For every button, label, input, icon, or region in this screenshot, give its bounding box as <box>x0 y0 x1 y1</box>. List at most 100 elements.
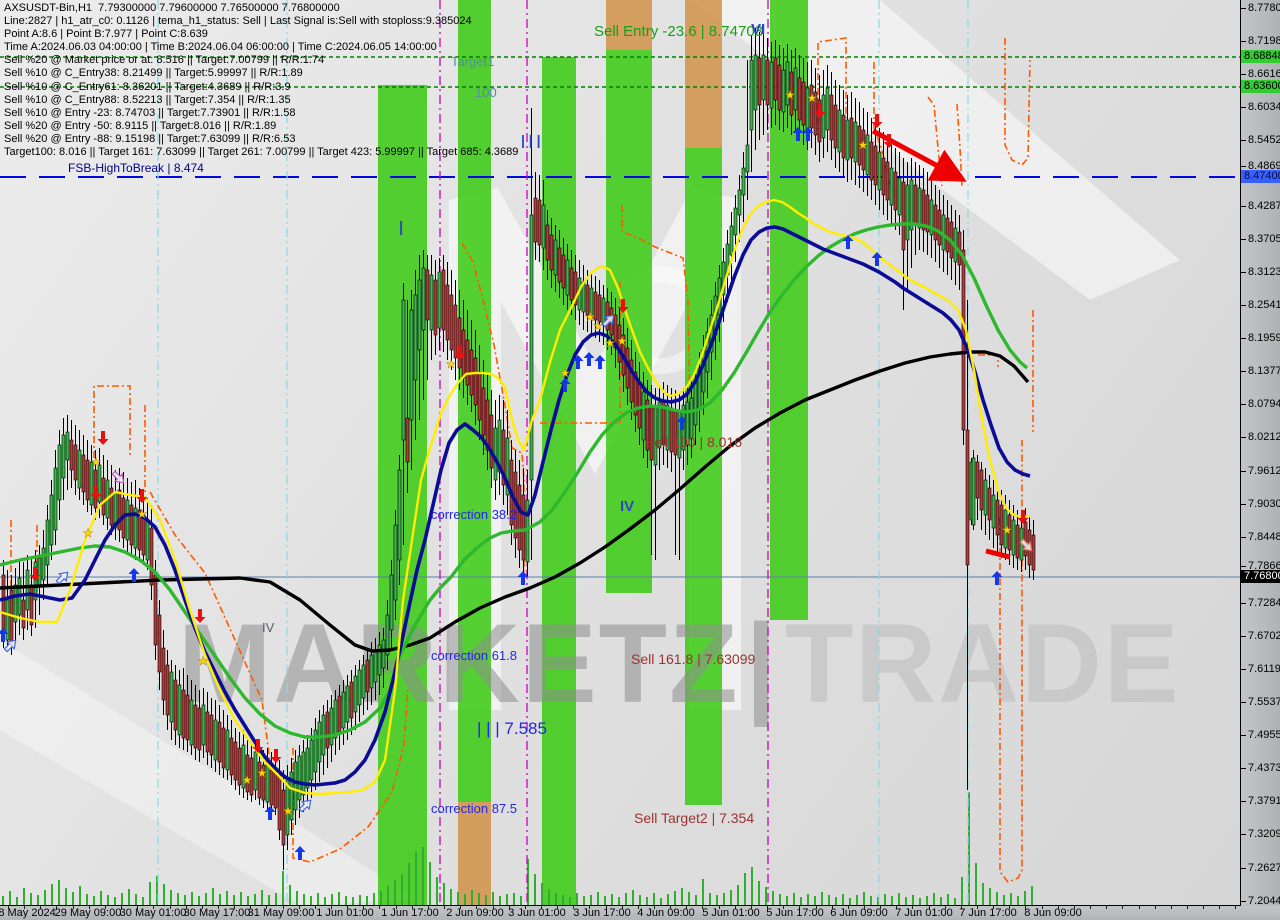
candle-body <box>933 204 938 241</box>
volume-bar <box>240 892 242 905</box>
price-axis[interactable]: 8.77806 8.71985 8.68848 8.661638.63600 8.603… <box>1241 0 1280 907</box>
candle-body <box>585 284 590 316</box>
volume-bar <box>107 895 109 905</box>
volume-bar <box>695 895 697 905</box>
price-label: 8.71985 <box>1248 35 1280 47</box>
candle-body <box>785 61 790 106</box>
volume-bar <box>72 892 74 905</box>
volume-bar <box>933 893 935 905</box>
volume-bar <box>856 895 858 905</box>
time-minor-tick <box>524 906 526 909</box>
volume-bar <box>737 885 739 905</box>
price-label: 8.13770 <box>1248 365 1280 377</box>
time-minor-tick <box>508 906 510 909</box>
time-minor-tick <box>896 906 898 909</box>
price-tick <box>1241 566 1246 567</box>
volume-bar <box>394 880 396 905</box>
sell-arrow-icon <box>194 609 206 623</box>
info-line: Sell %10 @ Entry -23: 8.74703 || Target:… <box>4 106 296 119</box>
candle-body <box>405 417 410 463</box>
star-signal-icon: ★ <box>242 773 253 787</box>
hollow-arrow-icon <box>601 314 615 328</box>
time-minor-tick <box>960 906 962 909</box>
volume-bar <box>884 894 886 905</box>
candle-body <box>245 754 250 793</box>
sell-arrow-icon <box>270 749 282 763</box>
candle-body <box>389 574 394 631</box>
candle-body <box>85 459 90 501</box>
price-plot[interactable]: ★★★★★ ★★★★★★★ ★★ ★★★ <box>0 0 1240 905</box>
buy-arrow-icon <box>871 252 883 266</box>
time-minor-tick <box>831 906 833 909</box>
candle-body <box>425 269 430 321</box>
orange-signal-band <box>606 0 652 50</box>
time-minor-tick <box>169 906 171 909</box>
time-minor-tick <box>40 906 42 909</box>
sell-arrow-icon <box>617 299 629 313</box>
candle-body <box>909 179 914 231</box>
chart-annotation: Sell 100 | 8.016 <box>645 434 743 450</box>
candle-body <box>173 679 178 731</box>
chart-annotation: correction 61.8 <box>431 648 517 663</box>
volume-bar <box>660 898 662 905</box>
candle-body <box>749 59 754 131</box>
volume-bar <box>30 893 32 905</box>
price-tick <box>1241 41 1246 42</box>
candle-body <box>793 67 798 111</box>
time-label: 29 May 09:00 <box>54 907 122 919</box>
price-tick <box>1241 371 1246 372</box>
candle-body <box>397 469 402 561</box>
time-minor-tick <box>621 906 623 909</box>
time-minor-tick <box>234 906 236 909</box>
volume-bar <box>898 893 900 905</box>
volume-bar <box>422 847 424 905</box>
volume-bar <box>289 885 291 905</box>
volume-bar <box>359 895 361 905</box>
volume-bar <box>716 895 718 905</box>
candle-body <box>449 294 454 351</box>
time-minor-tick <box>363 906 365 909</box>
candle-body <box>497 419 502 473</box>
star-signal-icon: ★ <box>560 366 571 380</box>
volume-bar <box>401 874 403 905</box>
chart-canvas[interactable]: MARKETZ|TRADE ★ ★ ★ ★ ★ ★ ★ ★ ★ ★ ★ ★ ★ ★ ★ ★ ★ FSB-High… <box>0 0 1241 906</box>
candle-body <box>217 721 222 763</box>
volume-bar <box>996 892 998 905</box>
candle-body <box>589 287 594 319</box>
star-signal-icon: ★ <box>446 357 457 371</box>
candle-body <box>209 714 214 756</box>
time-minor-tick <box>185 906 187 909</box>
stop-trail <box>817 37 847 140</box>
ma-yellow-fastest <box>0 198 1031 796</box>
sell-arrow-icon <box>29 567 41 581</box>
sell-arrow-icon <box>97 431 109 445</box>
sell-arrow-icon <box>883 134 895 148</box>
star-signal-icon: ★ <box>617 334 628 348</box>
info-line: Sell %10 @ C_Entry88: 8.52213 || Target:… <box>4 93 291 106</box>
candle-body <box>517 484 522 551</box>
candle-body <box>21 599 26 629</box>
info-line: Sell %20 @ Entry -88: 9.15198 || Target:… <box>4 132 296 145</box>
candle-body <box>305 747 310 789</box>
time-minor-tick <box>847 906 849 909</box>
candle-body <box>533 197 538 243</box>
time-minor-tick <box>605 906 607 909</box>
info-line: Target100: 8.016 || Target 161: 7.63099 … <box>4 146 519 159</box>
volume-bar <box>2 896 4 905</box>
volume-bar <box>821 892 823 905</box>
broker-watermark: MARKETZ|TRADE <box>178 608 1181 720</box>
price-tick <box>1241 834 1246 835</box>
info-line: Sell %10 @ C_Entry61: 8.36201 || Target:… <box>4 80 291 93</box>
volume-bar <box>814 896 816 905</box>
price-tick <box>1241 735 1246 736</box>
candle-body <box>349 681 354 719</box>
volume-bar <box>975 863 977 905</box>
price-tick <box>1241 603 1246 604</box>
volume-bar <box>464 894 466 905</box>
candle-body <box>821 94 826 139</box>
sell-arrow-icon <box>1017 510 1029 524</box>
volume-bar <box>324 897 326 905</box>
candle-body <box>857 125 862 166</box>
